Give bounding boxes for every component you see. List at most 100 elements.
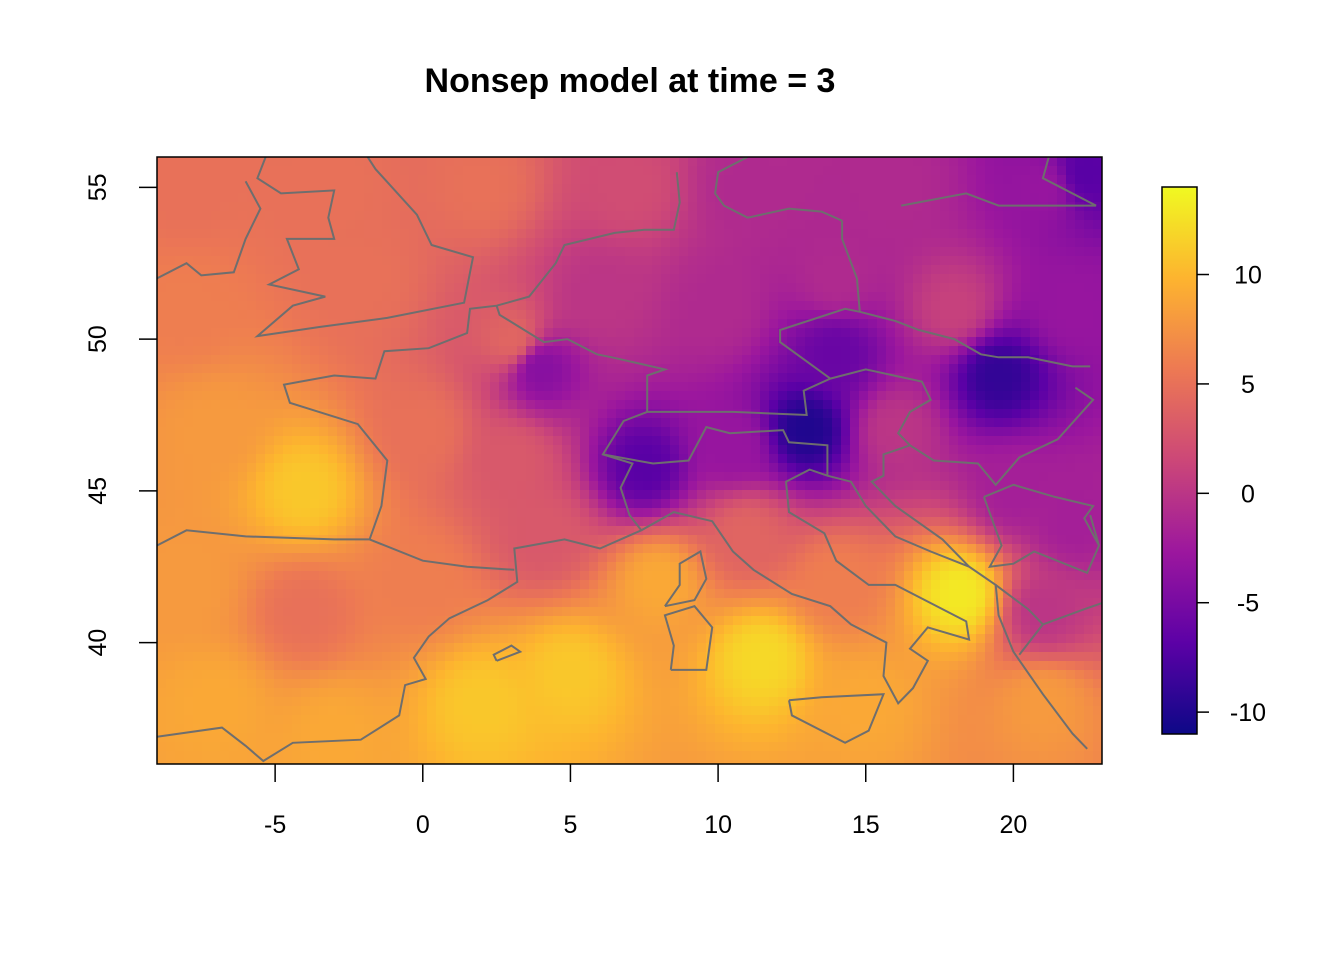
heatmap-cell bbox=[481, 238, 491, 248]
heatmap-cell bbox=[652, 652, 662, 662]
heatmap-cell bbox=[445, 193, 455, 203]
heatmap-cell bbox=[733, 760, 743, 764]
heatmap-cell bbox=[157, 283, 167, 293]
heatmap-cell bbox=[598, 508, 608, 518]
heatmap-cell bbox=[436, 427, 446, 437]
heatmap-cell bbox=[247, 184, 257, 194]
heatmap-cell bbox=[760, 598, 770, 608]
heatmap-cell bbox=[814, 184, 824, 194]
heatmap-cell bbox=[445, 211, 455, 221]
heatmap-cell bbox=[337, 724, 347, 734]
heatmap-cell bbox=[751, 697, 761, 707]
heatmap-cell bbox=[157, 697, 167, 707]
heatmap-cell bbox=[337, 436, 347, 446]
heatmap-cell bbox=[472, 337, 482, 347]
heatmap-cell bbox=[193, 364, 203, 374]
heatmap-cell bbox=[625, 346, 635, 356]
heatmap-cell bbox=[661, 445, 671, 455]
heatmap-cell bbox=[571, 589, 581, 599]
heatmap-cell bbox=[157, 175, 167, 185]
heatmap-cell bbox=[319, 508, 329, 518]
heatmap-cell bbox=[499, 616, 509, 626]
heatmap-cell bbox=[769, 625, 779, 635]
heatmap-cell bbox=[427, 409, 437, 419]
heatmap-cell bbox=[328, 301, 338, 311]
heatmap-cell bbox=[337, 364, 347, 374]
heatmap-cell bbox=[229, 607, 239, 617]
heatmap-cell bbox=[634, 355, 644, 365]
heatmap-cell bbox=[499, 193, 509, 203]
heatmap-cell bbox=[544, 283, 554, 293]
heatmap-cell bbox=[472, 391, 482, 401]
heatmap-cell bbox=[625, 661, 635, 671]
heatmap-cell bbox=[589, 607, 599, 617]
heatmap-cell bbox=[733, 310, 743, 320]
heatmap-cell bbox=[643, 571, 653, 581]
heatmap-cell bbox=[454, 526, 464, 536]
heatmap-cell bbox=[292, 346, 302, 356]
heatmap-cell bbox=[301, 292, 311, 302]
heatmap-cell bbox=[697, 643, 707, 653]
heatmap-cell bbox=[589, 508, 599, 518]
heatmap-cell bbox=[157, 598, 167, 608]
heatmap-cell bbox=[409, 220, 419, 230]
heatmap-cell bbox=[409, 454, 419, 464]
heatmap-cell bbox=[157, 346, 167, 356]
heatmap-cell bbox=[202, 400, 212, 410]
heatmap-cell bbox=[175, 373, 185, 383]
heatmap-cell bbox=[292, 526, 302, 536]
heatmap-cell bbox=[589, 463, 599, 473]
heatmap-cell bbox=[292, 652, 302, 662]
heatmap-cell bbox=[796, 553, 806, 563]
heatmap-cell bbox=[220, 670, 230, 680]
heatmap-cell bbox=[607, 616, 617, 626]
heatmap-cell bbox=[436, 733, 446, 743]
heatmap-cell bbox=[526, 157, 536, 167]
heatmap-cell bbox=[310, 247, 320, 257]
heatmap-cell bbox=[769, 580, 779, 590]
heatmap-cell bbox=[301, 697, 311, 707]
heatmap-cell bbox=[742, 598, 752, 608]
heatmap-cell bbox=[175, 661, 185, 671]
heatmap-cell bbox=[535, 328, 545, 338]
heatmap-cell bbox=[508, 265, 518, 275]
heatmap-cell bbox=[382, 355, 392, 365]
heatmap-cell bbox=[166, 391, 176, 401]
heatmap-cell bbox=[544, 535, 554, 545]
heatmap-cell bbox=[463, 337, 473, 347]
heatmap-cell bbox=[805, 157, 815, 167]
heatmap-cell bbox=[247, 598, 257, 608]
heatmap-cell bbox=[346, 238, 356, 248]
heatmap-cell bbox=[706, 760, 716, 764]
heatmap-cell bbox=[184, 427, 194, 437]
heatmap-cell bbox=[238, 517, 248, 527]
heatmap-cell bbox=[715, 391, 725, 401]
heatmap-cell bbox=[724, 310, 734, 320]
heatmap-cell bbox=[436, 382, 446, 392]
heatmap-cell bbox=[220, 364, 230, 374]
heatmap-cell bbox=[553, 706, 563, 716]
heatmap-cell bbox=[625, 238, 635, 248]
heatmap-cell bbox=[580, 499, 590, 509]
heatmap-cell bbox=[697, 211, 707, 221]
heatmap-cell bbox=[517, 535, 527, 545]
heatmap-cell bbox=[544, 310, 554, 320]
heatmap-cell bbox=[796, 760, 806, 764]
heatmap-cell bbox=[319, 670, 329, 680]
heatmap-cell bbox=[778, 202, 788, 212]
heatmap-cell bbox=[301, 355, 311, 365]
heatmap-cell bbox=[319, 742, 329, 752]
heatmap-cell bbox=[355, 211, 365, 221]
heatmap-cell bbox=[535, 697, 545, 707]
heatmap-cell bbox=[337, 292, 347, 302]
heatmap-cell bbox=[445, 400, 455, 410]
heatmap-cell bbox=[256, 571, 266, 581]
heatmap-cell bbox=[400, 319, 410, 329]
heatmap-cell bbox=[796, 688, 806, 698]
heatmap-cell bbox=[652, 400, 662, 410]
heatmap-cell bbox=[355, 202, 365, 212]
heatmap-cell bbox=[445, 661, 455, 671]
heatmap-cell bbox=[445, 490, 455, 500]
heatmap-cell bbox=[787, 760, 797, 764]
heatmap-cell bbox=[589, 256, 599, 266]
